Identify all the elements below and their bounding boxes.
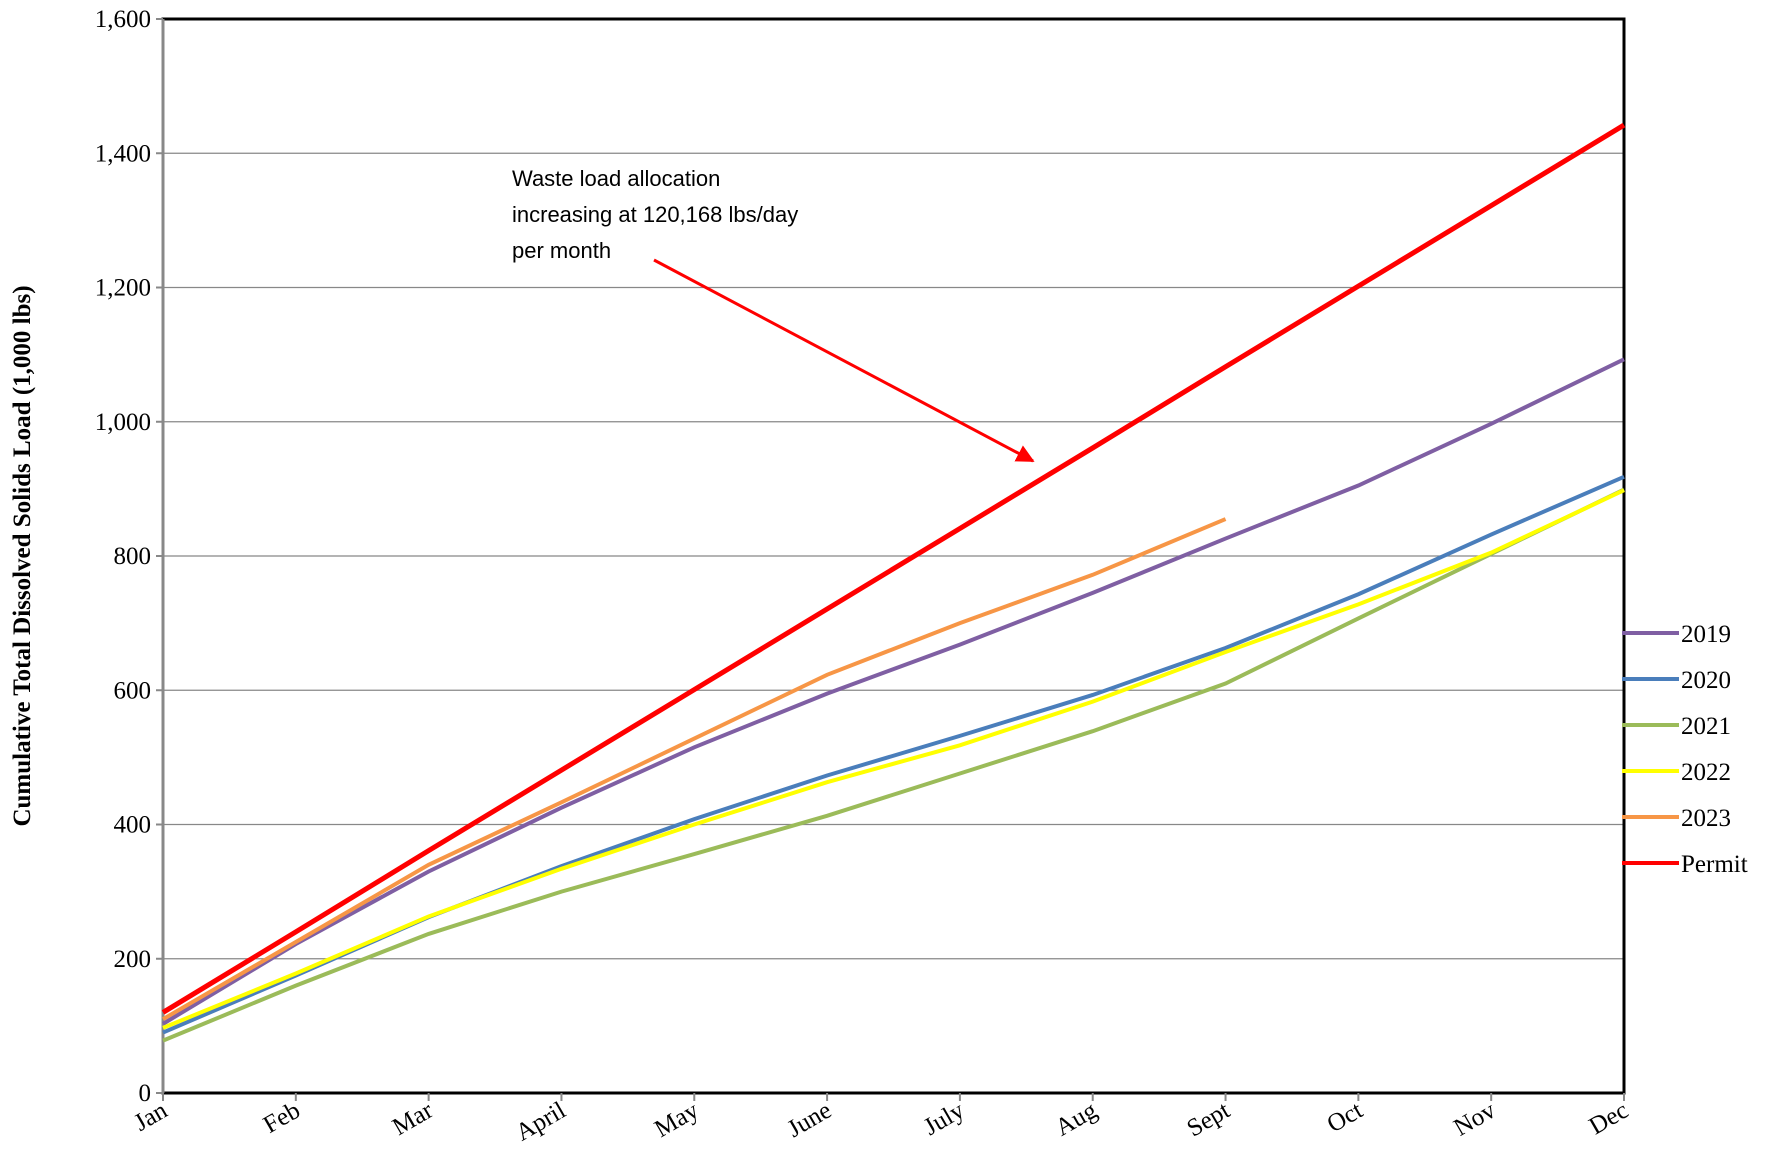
- y-tick-label: 0: [139, 1080, 152, 1107]
- annotation: increasing at 120,168 lbs/day: [512, 202, 798, 227]
- x-tick-label: Dec: [1585, 1097, 1633, 1141]
- y-tick-label: 800: [114, 543, 152, 570]
- x-tick-label: Aug: [1051, 1097, 1102, 1142]
- y-tick-label: 200: [114, 946, 152, 973]
- x-tick-label: Jan: [130, 1097, 173, 1137]
- y-tick-label: 1,400: [95, 140, 151, 167]
- y-tick-label: 600: [114, 677, 152, 704]
- annotation-arrow: [653, 258, 1035, 463]
- series-line: [162, 474, 1625, 1035]
- legend-label: 2019: [1681, 621, 1731, 648]
- annotation: Waste load allocation: [512, 166, 720, 191]
- x-tick-label: July: [919, 1097, 969, 1141]
- legend-label: Permit: [1681, 851, 1748, 878]
- x-tick-label: Sept: [1183, 1097, 1235, 1143]
- x-tick-label: April: [511, 1097, 570, 1147]
- x-tick-label: May: [650, 1097, 704, 1144]
- y-tick-label: 1,200: [95, 275, 151, 302]
- legend-label: 2023: [1681, 805, 1731, 832]
- y-tick-label: 1,000: [95, 409, 151, 436]
- annotation: per month: [512, 238, 611, 263]
- series-line: [161, 357, 1625, 1026]
- x-tick-label: Nov: [1449, 1097, 1500, 1142]
- series-line: [162, 487, 1625, 1043]
- legend-label: 2022: [1681, 759, 1731, 786]
- legend-label: 2021: [1681, 713, 1731, 740]
- x-tick-label: Oct: [1323, 1097, 1368, 1138]
- legend-label: 2020: [1681, 667, 1731, 694]
- series-line: [162, 488, 1625, 1030]
- y-tick-label: 400: [114, 812, 152, 839]
- x-tick-label: Feb: [259, 1097, 305, 1139]
- series-line: [161, 122, 1626, 1015]
- series-line: [161, 517, 1227, 1021]
- y-axis-title: Cumulative Total Dissolved Solids Load (…: [9, 285, 36, 826]
- x-tick-label: Mar: [388, 1096, 438, 1141]
- y-tick-label: 1,600: [95, 6, 151, 33]
- x-tick-label: June: [783, 1097, 836, 1143]
